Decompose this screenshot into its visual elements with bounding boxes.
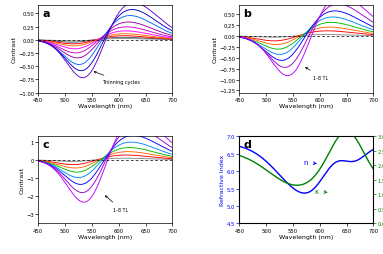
Text: n: n bbox=[304, 160, 316, 165]
Text: κ: κ bbox=[314, 188, 327, 194]
X-axis label: Wavelength (nm): Wavelength (nm) bbox=[279, 234, 334, 239]
X-axis label: Wavelength (nm): Wavelength (nm) bbox=[78, 234, 133, 239]
Text: d: d bbox=[244, 139, 251, 149]
Y-axis label: Contrast: Contrast bbox=[11, 36, 16, 63]
Text: 1-8 TL: 1-8 TL bbox=[306, 68, 329, 80]
Text: Thinning cycles: Thinning cycles bbox=[94, 72, 139, 85]
Text: a: a bbox=[42, 9, 50, 19]
X-axis label: Wavelength (nm): Wavelength (nm) bbox=[279, 104, 334, 109]
Y-axis label: Contrast: Contrast bbox=[20, 167, 25, 194]
Y-axis label: Refractive Index: Refractive Index bbox=[221, 155, 226, 205]
Y-axis label: Contrast: Contrast bbox=[213, 36, 218, 63]
Text: c: c bbox=[42, 139, 49, 149]
Text: 1-8 TL: 1-8 TL bbox=[105, 196, 129, 212]
Text: b: b bbox=[244, 9, 251, 19]
X-axis label: Wavelength (nm): Wavelength (nm) bbox=[78, 104, 133, 109]
